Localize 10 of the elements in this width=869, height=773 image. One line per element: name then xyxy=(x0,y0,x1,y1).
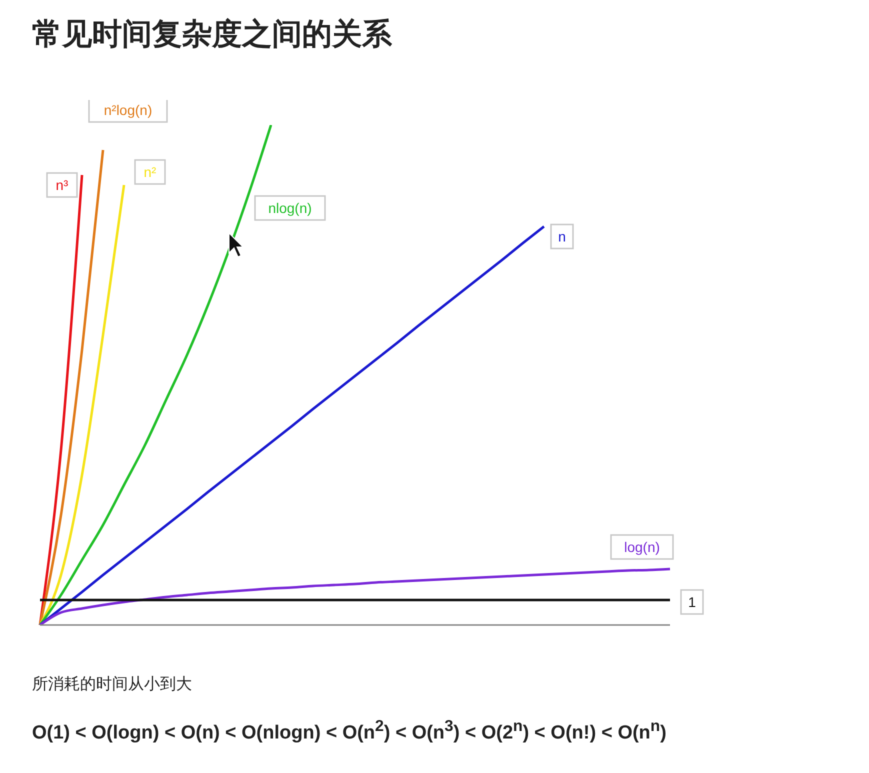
text: O(1) < O(logn) < O(n) < O(nlogn) < O(n$^{2}$) < O(n$^{3}$) < O(2$^{n}$) < O(n!) < O(n$^{n}$) xyxy=(32,718,666,744)
series-label: n³ xyxy=(56,177,69,193)
text: n²log(n) xyxy=(104,102,152,118)
series-label: n xyxy=(558,228,566,244)
text: 所消耗的时间从小到大 xyxy=(32,674,192,695)
series-label: 1 xyxy=(688,594,696,610)
series-label: log(n) xyxy=(624,539,660,555)
series-label: n² xyxy=(144,164,157,180)
series-label: nlog(n) xyxy=(268,200,312,216)
chart-title: 常见时间复杂度之间的关系 xyxy=(32,17,392,53)
